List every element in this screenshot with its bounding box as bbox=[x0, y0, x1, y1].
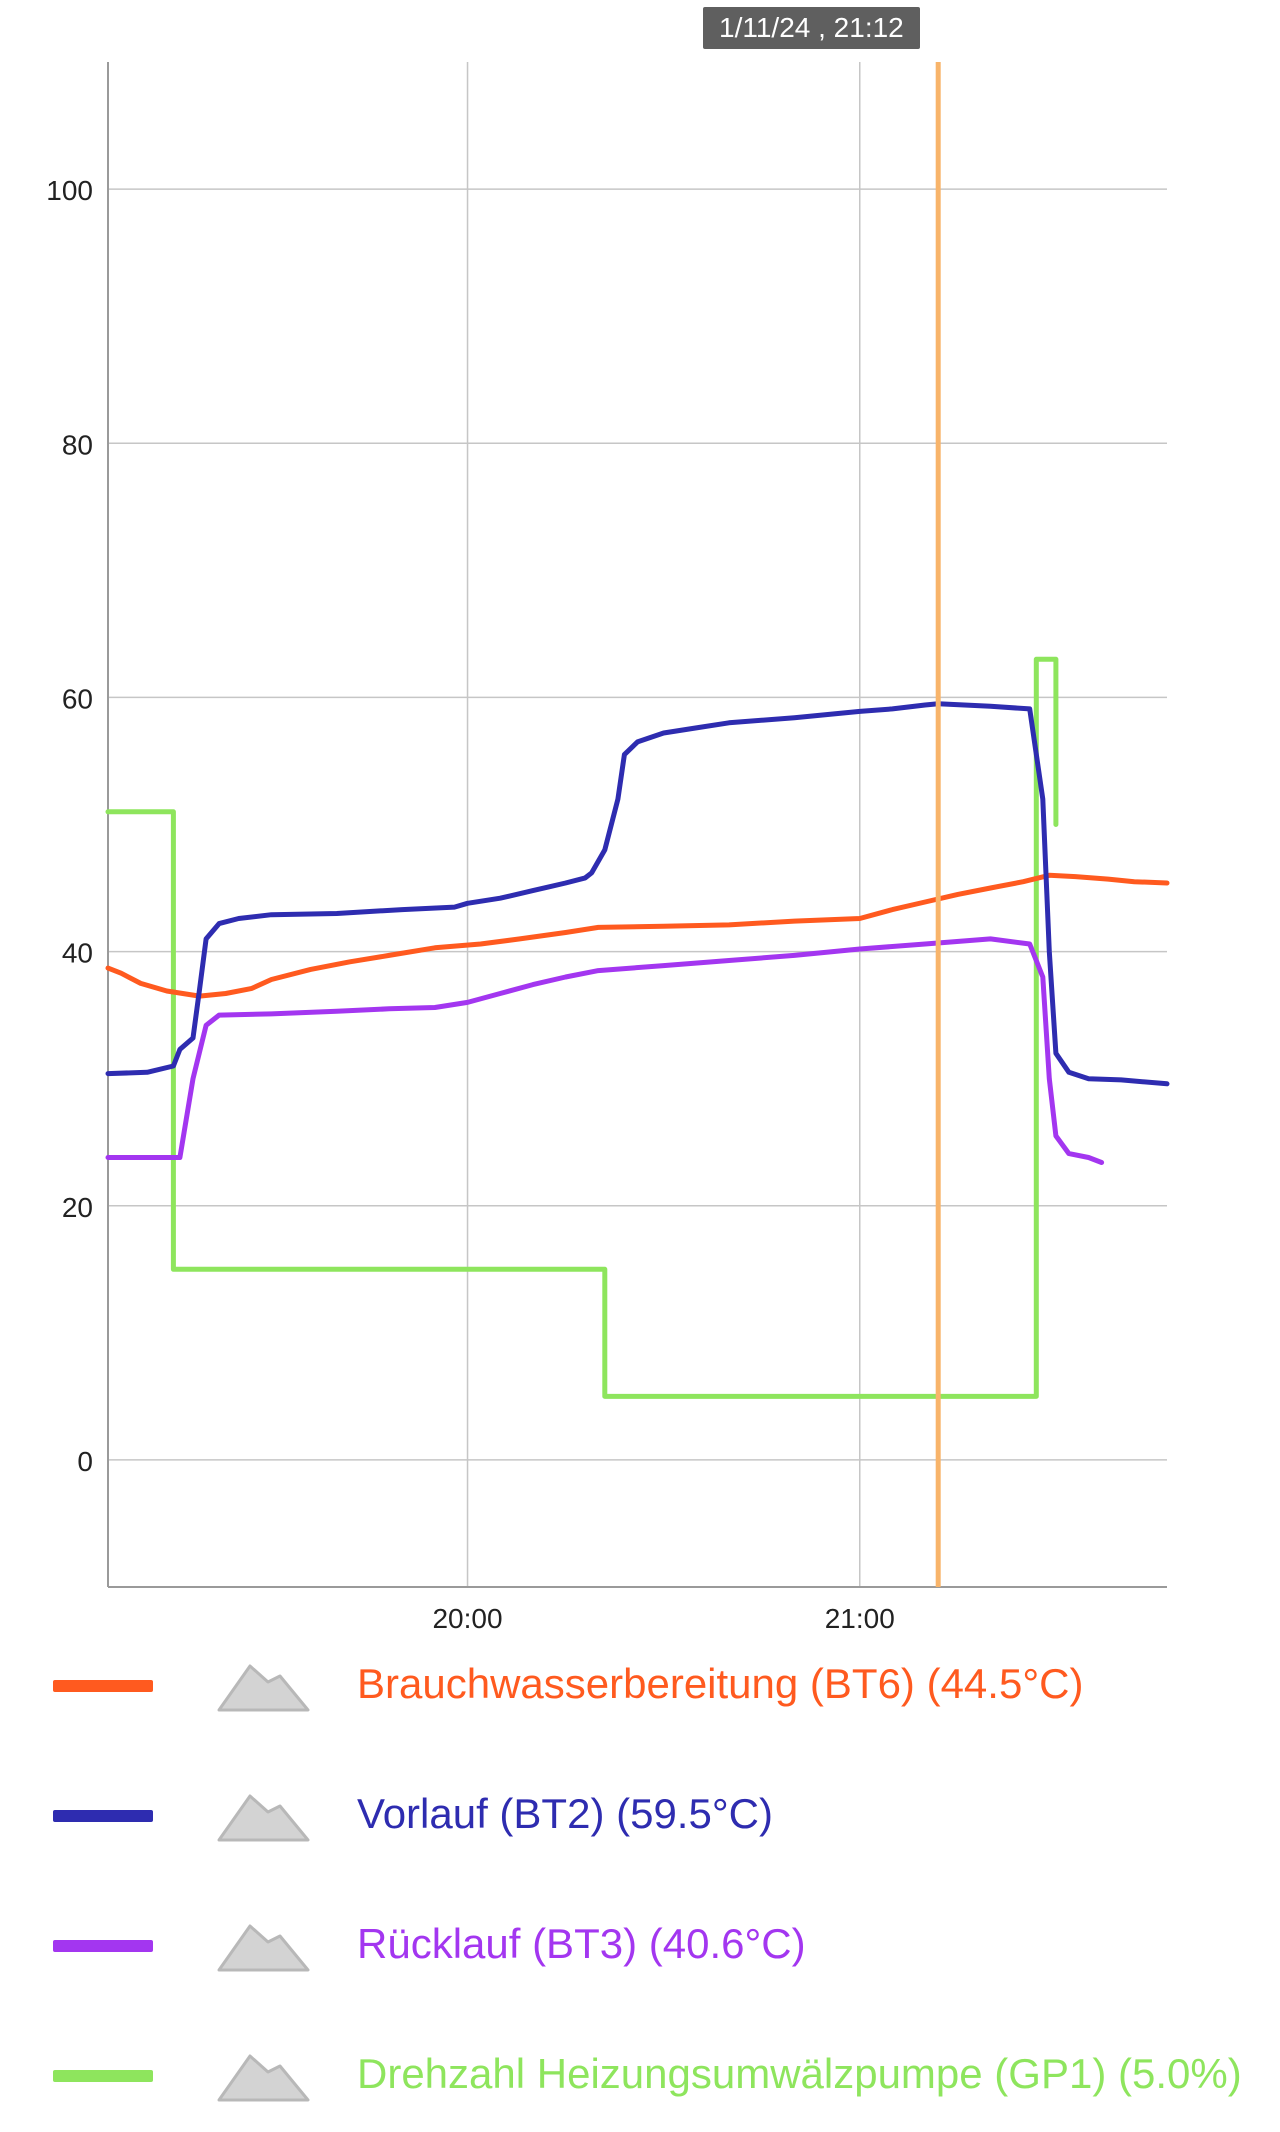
y-tick-label: 40 bbox=[62, 938, 93, 969]
legend-item-bt6[interactable]: Brauchwasserbereitung (BT6) (44.5°C) bbox=[0, 1640, 1280, 1730]
legend-label: Vorlauf (BT2) (59.5°C) bbox=[357, 1790, 773, 1837]
y-tick-label: 100 bbox=[46, 175, 93, 206]
series-line-bt6 bbox=[105, 872, 1170, 999]
area-chart-icon[interactable] bbox=[216, 2048, 312, 2104]
legend-swatch bbox=[53, 1680, 153, 1692]
series-line-gp1 bbox=[105, 656, 1059, 1399]
series-line-bt3 bbox=[105, 936, 1105, 1165]
x-tick-label: 21:00 bbox=[825, 1603, 895, 1634]
legend-item-bt3[interactable]: Rücklauf (BT3) (40.6°C) bbox=[0, 1900, 1280, 1990]
x-tick-label: 20:00 bbox=[432, 1603, 502, 1634]
legend-label: Drehzahl Heizungsumwälzpumpe (GP1) (5.0%… bbox=[357, 2050, 1242, 2097]
cursor-tooltip: 1/11/24 , 21:12 bbox=[703, 7, 920, 49]
legend-swatch bbox=[53, 2070, 153, 2082]
y-tick-label: 0 bbox=[77, 1446, 93, 1477]
legend-swatch bbox=[53, 1940, 153, 1952]
legend-label: Rücklauf (BT3) (40.6°C) bbox=[357, 1920, 806, 1967]
area-chart-icon[interactable] bbox=[216, 1788, 312, 1844]
legend-item-gp1[interactable]: Drehzahl Heizungsumwälzpumpe (GP1) (5.0%… bbox=[0, 2030, 1280, 2120]
legend-label: Brauchwasserbereitung (BT6) (44.5°C) bbox=[357, 1660, 1084, 1707]
area-chart-icon[interactable] bbox=[216, 1658, 312, 1714]
y-tick-label: 60 bbox=[62, 683, 93, 714]
y-tick-label: 80 bbox=[62, 429, 93, 460]
area-chart-icon[interactable] bbox=[216, 1918, 312, 1974]
series-line-bt2 bbox=[105, 701, 1170, 1087]
legend-swatch bbox=[53, 1810, 153, 1822]
line-chart[interactable]: 0 20 40 60 80 100 20:00 21:00 bbox=[0, 0, 1280, 1640]
legend-item-bt2[interactable]: Vorlauf (BT2) (59.5°C) bbox=[0, 1770, 1280, 1860]
y-tick-label: 20 bbox=[62, 1192, 93, 1223]
